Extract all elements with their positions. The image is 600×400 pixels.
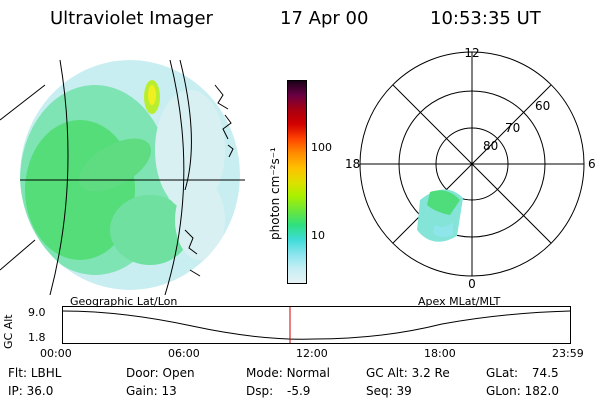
x-tick-1200: 12:00 xyxy=(296,347,328,360)
date-label: 17 Apr 00 xyxy=(280,8,369,29)
status-mode: Mode: Normal xyxy=(246,366,330,380)
x-tick-1800: 18:00 xyxy=(424,347,456,360)
colorbar xyxy=(287,80,307,284)
geographic-image-panel xyxy=(0,59,245,295)
mlt-label-18: 18 xyxy=(345,157,360,171)
timeline-axis-title: GC Alt xyxy=(2,314,15,349)
colorbar-gradient xyxy=(288,81,306,283)
lat-label-70: 70 xyxy=(505,121,520,135)
timeline-right-title: Apex MLat/MLT xyxy=(418,295,501,308)
x-tick-2359: 23:59 xyxy=(552,347,584,360)
mlt-label-12: 12 xyxy=(464,46,479,60)
coastlines xyxy=(184,84,234,277)
status-glat: GLat: 74.5 xyxy=(486,366,559,380)
status-seq: Seq: 39 xyxy=(366,384,412,398)
time-label: 10:53:35 UT xyxy=(430,8,541,29)
status-ip: IP: 36.0 xyxy=(8,384,54,398)
status-gc-alt: GC Alt: 3.2 Re xyxy=(366,366,450,380)
timeline-left-title: Geographic Lat/Lon xyxy=(70,295,178,308)
geographic-grid xyxy=(0,59,245,295)
lat-label-80: 80 xyxy=(483,139,498,153)
status-door: Door: Open xyxy=(126,366,195,380)
instrument-title: Ultraviolet Imager xyxy=(50,8,213,29)
status-flt: Flt: LBHL xyxy=(8,366,62,380)
y-tick-9: 9.0 xyxy=(28,306,46,319)
y-tick-1-8: 1.8 xyxy=(28,331,46,344)
aurora-oval-patch xyxy=(417,189,463,242)
mlt-label-0: 0 xyxy=(468,277,476,291)
x-tick-0600: 06:00 xyxy=(168,347,200,360)
polar-mlt-plot: 12 18 6 0 60 70 80 xyxy=(345,46,596,291)
x-tick-0000: 00:00 xyxy=(40,347,72,360)
mlt-label-6: 6 xyxy=(588,157,596,171)
status-gain: Gain: 13 xyxy=(126,384,177,398)
lat-label-60: 60 xyxy=(535,99,550,113)
colorbar-tick-10: 10 xyxy=(311,229,325,242)
aurora-image xyxy=(20,60,240,290)
altitude-timeline xyxy=(62,306,571,344)
status-dsp: Dsp: -5.9 xyxy=(246,384,311,398)
status-glon: GLon: 182.0 xyxy=(486,384,559,398)
colorbar-tick-100: 100 xyxy=(311,141,332,154)
colorbar-unit-label: photon cm⁻²s⁻¹ xyxy=(268,147,282,240)
